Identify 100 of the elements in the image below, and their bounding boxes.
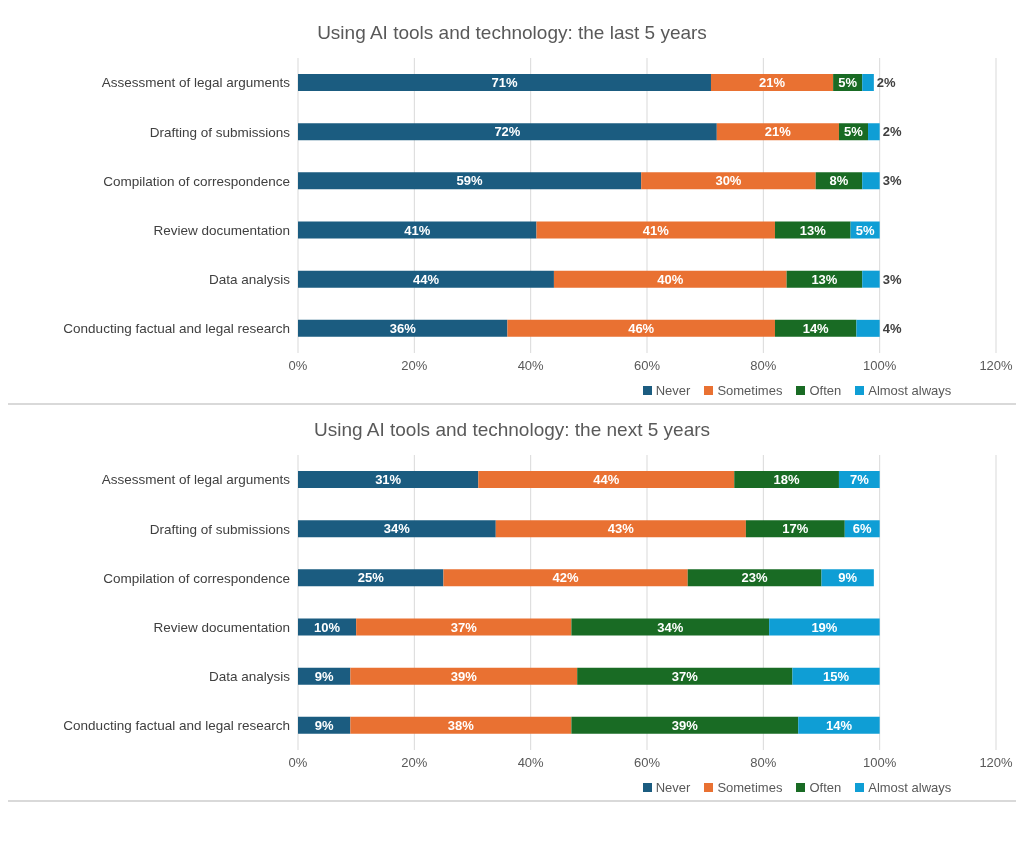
bar: [298, 471, 479, 488]
bar: [710, 74, 834, 91]
y-tick-label: Assessment of legal arguments: [101, 472, 291, 488]
bar: [769, 618, 880, 636]
bar: [298, 123, 717, 141]
bar: [495, 520, 746, 538]
data-label: 5%: [844, 124, 864, 140]
data-label: 34%: [657, 619, 684, 635]
data-label: 14%: [825, 717, 853, 733]
bar: [868, 123, 880, 141]
data-label: 37%: [671, 668, 699, 684]
legend-label: Often: [808, 780, 842, 795]
y-tick-label: Compilation of correspondence: [103, 173, 290, 189]
data-label: 72%: [494, 124, 521, 140]
data-label: 36%: [389, 320, 417, 336]
data-label: 59%: [456, 173, 484, 189]
y-tick-label: Compilation of correspondence: [103, 570, 290, 586]
x-tick-label: 100%: [863, 358, 897, 374]
bar: [716, 123, 839, 141]
data-label: 38%: [447, 717, 475, 733]
data-label: 39%: [450, 668, 478, 684]
x-tick-label: 20%: [401, 358, 428, 374]
data-label: 39%: [671, 717, 699, 733]
data-label: 31%: [375, 472, 402, 488]
data-label: 41%: [404, 222, 431, 238]
data-label: 10%: [314, 619, 341, 635]
data-label: 37%: [450, 619, 478, 635]
data-label: 9%: [838, 570, 858, 586]
bar: [350, 716, 572, 734]
x-tick-label: 0%: [288, 755, 308, 771]
bar: [553, 270, 787, 288]
x-tick-label: 80%: [750, 358, 777, 374]
data-label: 9%: [314, 717, 335, 733]
legend-label: Almost always: [867, 383, 952, 398]
data-label: 30%: [715, 173, 742, 189]
x-tick-label: 80%: [750, 755, 777, 771]
data-label: 44%: [593, 472, 620, 488]
data-label: 17%: [782, 521, 809, 537]
legend-label: Sometimes: [716, 780, 783, 795]
x-tick-label: 60%: [633, 358, 661, 374]
bar: [298, 319, 508, 337]
x-tick-label: 120%: [979, 755, 1014, 771]
y-tick-label: Data analysis: [208, 669, 291, 685]
bar: [571, 716, 799, 734]
x-tick-label: 40%: [517, 755, 545, 771]
y-tick-label: Drafting of submissions: [149, 521, 291, 537]
data-label: 7%: [849, 472, 870, 488]
data-label: 43%: [607, 521, 635, 537]
data-label: 40%: [657, 271, 684, 287]
bar: [745, 520, 845, 538]
data-label: 3%: [882, 271, 902, 287]
x-tick-label: 40%: [517, 358, 545, 374]
x-tick-label: 120%: [979, 358, 1014, 374]
x-tick-label: 0%: [288, 358, 308, 374]
data-label: 13%: [799, 222, 827, 238]
data-label: 34%: [383, 521, 411, 537]
data-label: 2%: [876, 75, 897, 91]
bar: [356, 618, 572, 636]
data-label: 13%: [811, 271, 838, 287]
data-label: 3%: [882, 173, 902, 189]
data-label: 46%: [628, 320, 655, 336]
x-tick-label: 100%: [863, 755, 897, 771]
bar: [862, 270, 880, 288]
bar: [298, 270, 554, 288]
data-label: 23%: [741, 570, 769, 586]
bar: [571, 618, 770, 636]
data-label: 21%: [764, 124, 792, 140]
data-label: 2%: [882, 124, 902, 140]
x-tick-label: 60%: [633, 755, 661, 771]
data-label: 41%: [642, 222, 670, 238]
legend-label: Often: [808, 383, 842, 398]
data-label: 8%: [829, 173, 849, 189]
y-tick-label: Assessment of legal arguments: [101, 75, 291, 91]
y-tick-label: Conducting factual and legal research: [63, 718, 290, 734]
legend-label: Sometimes: [716, 383, 783, 398]
bar: [577, 667, 793, 685]
bar: [507, 319, 775, 337]
data-label: 18%: [773, 472, 801, 488]
data-label: 15%: [823, 668, 850, 684]
data-label: 4%: [882, 320, 902, 336]
bar: [298, 221, 537, 239]
bar: [687, 569, 822, 587]
data-label: 5%: [838, 75, 858, 91]
bar: [734, 471, 839, 488]
chart-title: Using AI tools and technology: the next 5 years: [312, 419, 712, 441]
bar: [641, 172, 816, 190]
bar: [298, 569, 444, 587]
y-tick-label: Data analysis: [208, 272, 291, 288]
bar: [862, 74, 874, 91]
bar: [478, 471, 735, 488]
y-tick-label: Review documentation: [153, 619, 290, 635]
legend-label: Almost always: [867, 780, 952, 795]
data-label: 25%: [357, 570, 385, 586]
bar: [443, 569, 688, 587]
bar: [298, 520, 496, 538]
data-label: 9%: [314, 668, 335, 684]
data-label: 19%: [811, 619, 838, 635]
bar: [792, 667, 880, 685]
y-tick-label: Review documentation: [153, 222, 290, 238]
data-label: 21%: [759, 75, 786, 91]
